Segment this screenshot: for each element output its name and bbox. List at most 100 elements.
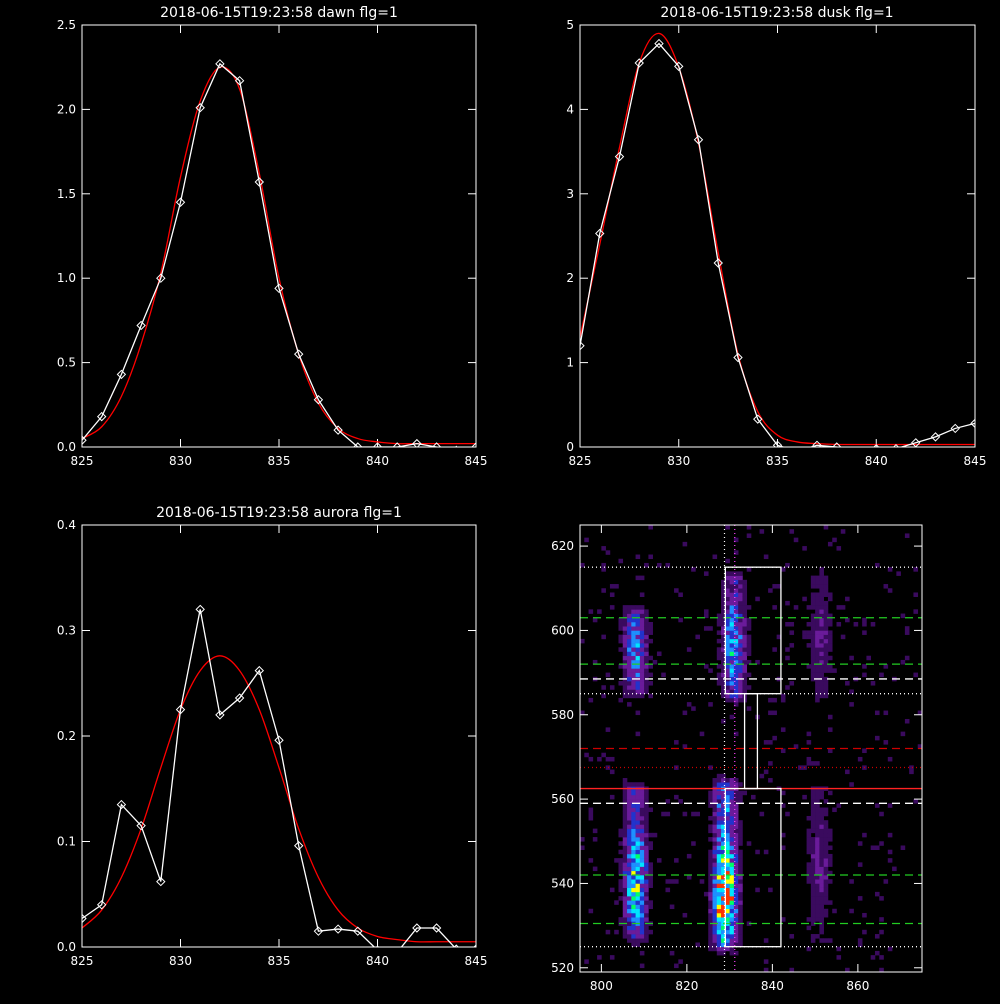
heatmap-cell bbox=[857, 841, 863, 846]
heatmap-cell bbox=[738, 870, 743, 876]
heatmap-cell bbox=[635, 912, 641, 918]
heatmap-cell bbox=[644, 887, 649, 893]
heatmap-cell bbox=[892, 866, 897, 872]
heatmap-cell bbox=[644, 647, 649, 652]
heatmap-cell bbox=[712, 811, 718, 817]
heatmap-cell bbox=[733, 938, 739, 943]
heatmap-cell bbox=[819, 862, 824, 867]
heatmap-cell bbox=[627, 626, 632, 631]
heatmap-cell bbox=[806, 832, 812, 838]
heatmap-cell bbox=[729, 588, 735, 593]
heatmap-cell bbox=[827, 596, 833, 602]
heatmap-cell bbox=[819, 584, 824, 589]
heatmap-cell bbox=[716, 811, 722, 817]
heatmap-cell bbox=[721, 790, 726, 796]
heatmap-cell bbox=[639, 655, 645, 661]
heatmap-cell bbox=[733, 689, 739, 694]
heatmap-cell bbox=[738, 643, 743, 648]
heatmap-cell bbox=[815, 630, 820, 635]
heatmap-cell bbox=[631, 849, 636, 855]
heatmap-cell bbox=[793, 605, 799, 610]
heatmap-cell bbox=[639, 621, 645, 627]
heatmap-cell bbox=[819, 912, 824, 918]
heatmap-cell bbox=[644, 655, 649, 661]
heatmap-cell bbox=[862, 617, 867, 623]
heatmap-cell bbox=[729, 883, 735, 888]
heatmap-cell bbox=[627, 689, 632, 694]
heatmap-cell bbox=[733, 681, 739, 686]
heatmap-cell bbox=[635, 849, 641, 855]
heatmap-cell bbox=[584, 537, 589, 543]
heatmap-cell bbox=[815, 600, 820, 606]
heatmap-cell bbox=[729, 638, 735, 644]
heatmap-cell bbox=[738, 900, 743, 905]
heatmap-cell bbox=[733, 790, 739, 796]
heatmap-cell bbox=[712, 887, 718, 893]
heatmap-cell bbox=[810, 626, 816, 631]
heatmap-cell bbox=[763, 554, 769, 560]
heatmap-cell bbox=[635, 647, 641, 652]
heatmap-cell bbox=[819, 866, 824, 872]
heatmap-cell bbox=[605, 727, 611, 732]
heatmap-cell bbox=[639, 963, 645, 969]
heatmap-cell bbox=[725, 575, 730, 581]
heatmap-cell bbox=[733, 664, 739, 669]
data-point-marker bbox=[234, 75, 245, 86]
heatmap-cell bbox=[725, 664, 730, 669]
heatmap-cell bbox=[627, 676, 632, 682]
data-point-marker bbox=[116, 799, 127, 810]
heatmap-cell bbox=[721, 845, 726, 851]
heatmap-cell bbox=[627, 824, 632, 829]
heatmap-cell bbox=[631, 870, 636, 876]
heatmap-cell bbox=[819, 849, 824, 855]
heatmap-cell bbox=[691, 841, 696, 846]
heatmap-cell bbox=[605, 756, 611, 762]
heatmap-cell bbox=[648, 621, 653, 627]
heatmap-cell bbox=[639, 664, 645, 669]
heatmap-cell bbox=[883, 664, 889, 669]
heatmap-cell bbox=[627, 904, 632, 910]
heatmap-cell bbox=[815, 613, 820, 619]
heatmap-cell bbox=[725, 600, 730, 606]
heatmap-cell bbox=[721, 579, 726, 585]
heatmap-cell bbox=[887, 756, 893, 762]
heatmap-cell bbox=[635, 917, 641, 922]
heatmap-cell bbox=[644, 664, 649, 669]
heatmap-cell bbox=[823, 938, 829, 943]
heatmap-cell bbox=[639, 668, 645, 673]
heatmap-cell bbox=[785, 647, 790, 652]
heatmap-cell bbox=[900, 659, 906, 665]
heatmap-cell bbox=[631, 832, 636, 838]
heatmap-cell bbox=[708, 875, 713, 880]
heatmap-cell bbox=[712, 946, 718, 952]
heatmap-cell bbox=[815, 693, 820, 699]
heatmap-cell bbox=[725, 832, 730, 838]
y-tick-label: 0.1 bbox=[57, 835, 76, 849]
heatmap-cell bbox=[827, 845, 833, 851]
heatmap-cell bbox=[789, 621, 795, 627]
heatmap-cell bbox=[644, 803, 649, 808]
heatmap-cell bbox=[746, 685, 752, 690]
heatmap-cell bbox=[592, 837, 598, 842]
heatmap-cell bbox=[862, 664, 867, 669]
heatmap-cell bbox=[729, 900, 735, 905]
heatmap-cell bbox=[678, 959, 683, 964]
heatmap-cell bbox=[729, 799, 735, 804]
heatmap-cell bbox=[674, 963, 679, 969]
heatmap-cell bbox=[648, 929, 653, 935]
heatmap-cell bbox=[712, 912, 718, 918]
heatmap-cell bbox=[733, 866, 739, 872]
heatmap-cell bbox=[725, 879, 730, 884]
heatmap-cell bbox=[716, 896, 722, 901]
heatmap-cell bbox=[729, 643, 735, 648]
heatmap-cell bbox=[622, 613, 628, 619]
heatmap-cell bbox=[806, 946, 812, 952]
heatmap-cell bbox=[815, 664, 820, 669]
heatmap-cell bbox=[648, 807, 653, 813]
heatmap-cell bbox=[674, 794, 679, 800]
heatmap-cell bbox=[644, 908, 649, 914]
heatmap-cell bbox=[618, 896, 624, 901]
heatmap-cell bbox=[725, 849, 730, 855]
y-tick-label: 540 bbox=[551, 876, 574, 890]
